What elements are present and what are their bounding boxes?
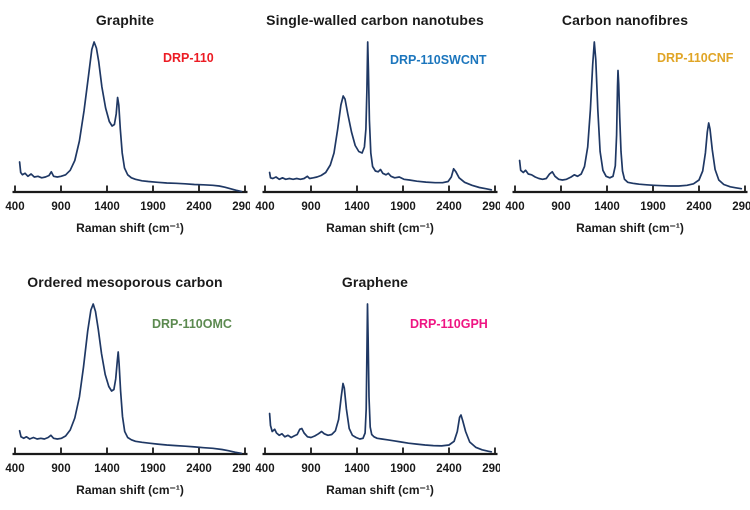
series-label: DRP-110CNF <box>657 51 734 65</box>
x-tick-label: 400 <box>255 463 274 475</box>
x-tick-label: 1400 <box>94 463 120 475</box>
spectrum-curve <box>518 41 743 190</box>
spectrum-curve <box>268 303 493 453</box>
x-tick-label: 400 <box>5 201 24 213</box>
series-label: DRP-110GPH <box>410 317 488 331</box>
chart-swcnt: Single-walled carbon nanotubes DRP-110SW… <box>250 0 500 250</box>
x-tick-label: 2900 <box>482 201 500 213</box>
chart-title: Carbon nanofibres <box>561 12 689 28</box>
x-axis-title: Raman shift (cm⁻¹) <box>76 483 184 497</box>
chart-ordered-mesoporous-carbon: Ordered mesoporous carbon DRP-110OMC 400… <box>0 262 250 510</box>
x-tick-label: 1900 <box>390 201 416 213</box>
x-tick-label: 1400 <box>594 201 620 213</box>
spectrum-curve <box>18 303 243 455</box>
x-tick-label: 1900 <box>140 201 166 213</box>
x-tick-label: 900 <box>551 201 570 213</box>
x-tick-label: 2400 <box>686 201 712 213</box>
x-tick-label: 1400 <box>344 463 370 475</box>
spectrum-curve <box>18 41 243 193</box>
x-tick-label: 2400 <box>436 201 462 213</box>
x-tick-label: 1400 <box>344 201 370 213</box>
x-tick-label: 400 <box>255 201 274 213</box>
x-axis-title: Raman shift (cm⁻¹) <box>326 221 434 235</box>
x-tick-label: 1900 <box>640 201 666 213</box>
series-label: DRP-110OMC <box>152 317 232 331</box>
x-axis-title: Raman shift (cm⁻¹) <box>326 483 434 497</box>
spectrum-plot: 400 900 1400 1900 2400 2900 Raman shift (cm⁻¹) <box>5 303 250 497</box>
x-tick-label: 2400 <box>186 201 212 213</box>
spectrum-plot: 400 900 1400 1900 2400 2900 Raman shift (cm⁻¹) <box>505 41 750 235</box>
x-tick-label: 2400 <box>186 463 212 475</box>
series-label: DRP-110SWCNT <box>390 53 487 67</box>
x-tick-label: 900 <box>301 463 320 475</box>
x-tick-label: 1400 <box>94 201 120 213</box>
spectrum-plot: 400 900 1400 1900 2400 2900 Raman shift (cm⁻¹) <box>255 41 500 235</box>
x-tick-label: 400 <box>5 463 24 475</box>
chart-graphene: Graphene DRP-110GPH 400 900 1400 1900 2400 29… <box>250 262 500 510</box>
x-axis-title: Raman shift (cm⁻¹) <box>576 221 684 235</box>
x-tick-label: 2900 <box>732 201 750 213</box>
x-tick-label: 900 <box>301 201 320 213</box>
x-tick-label: 400 <box>505 201 524 213</box>
spectrum-plot: 400 900 1400 1900 2400 2900 Raman shift (cm⁻¹) <box>255 303 500 497</box>
x-tick-label: 2900 <box>232 463 250 475</box>
x-tick-label: 2400 <box>436 463 462 475</box>
x-tick-label: 2900 <box>482 463 500 475</box>
x-tick-label: 1900 <box>140 463 166 475</box>
chart-carbon-nanofibres: Carbon nanofibres DRP-110CNF 400 900 1400 1… <box>500 0 750 250</box>
spectrum-curve <box>268 41 493 191</box>
x-tick-label: 2900 <box>232 201 250 213</box>
x-tick-label: 1900 <box>390 463 416 475</box>
series-label: DRP-110 <box>163 51 214 65</box>
chart-title: Single-walled carbon nanotubes <box>266 12 484 28</box>
chart-title: Ordered mesoporous carbon <box>27 274 223 290</box>
x-tick-label: 900 <box>51 463 70 475</box>
chart-title: Graphite <box>95 12 155 28</box>
spectrum-plot: 400 900 1400 1900 2400 2900 Raman shift (cm⁻¹) <box>5 41 250 235</box>
chart-title: Graphene <box>341 274 409 290</box>
x-axis-title: Raman shift (cm⁻¹) <box>76 221 184 235</box>
x-tick-label: 900 <box>51 201 70 213</box>
chart-graphite: Graphite DRP-110 400 900 1400 1900 2400 2900 R… <box>0 0 250 250</box>
